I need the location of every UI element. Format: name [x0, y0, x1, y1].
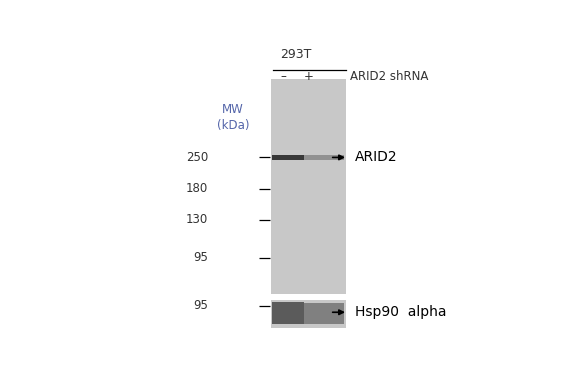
Text: 293T: 293T	[281, 48, 312, 61]
Text: 95: 95	[193, 251, 208, 264]
Text: 180: 180	[186, 182, 208, 195]
Text: –: –	[281, 70, 286, 83]
Text: 250: 250	[186, 151, 208, 164]
Bar	[272, 155, 304, 160]
Text: +: +	[303, 70, 313, 83]
Text: 95: 95	[193, 299, 208, 312]
Text: ARID2 shRNA: ARID2 shRNA	[350, 70, 428, 83]
Text: 130: 130	[186, 214, 208, 226]
Text: ARID2: ARID2	[354, 150, 398, 164]
Text: (kDa): (kDa)	[217, 119, 249, 132]
Bar	[304, 303, 344, 324]
Bar	[272, 302, 304, 324]
Bar	[271, 79, 346, 294]
Text: Hsp90  alpha: Hsp90 alpha	[354, 305, 446, 319]
Bar	[271, 300, 346, 328]
Bar	[304, 155, 344, 160]
Text: MW: MW	[222, 103, 244, 116]
